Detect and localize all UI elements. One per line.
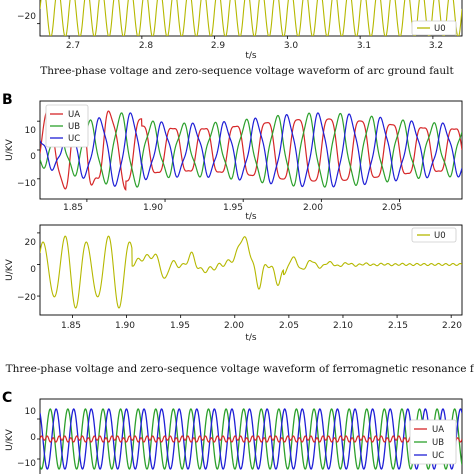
- top-u0-legend: U0: [411, 20, 457, 36]
- ua-series-line: [40, 435, 462, 443]
- b3-ytick: −10: [17, 179, 36, 189]
- top-u0-xtick: 3.2: [429, 41, 443, 51]
- top-u0-xlabel: t/s: [245, 51, 257, 61]
- bu0-xtick: 2.10: [333, 321, 353, 331]
- uc-series-line: [40, 112, 462, 188]
- b-three-phase-frame: [39, 100, 463, 200]
- b3-xtick: 1.85: [63, 203, 83, 213]
- bu0-ytick: −20: [17, 293, 36, 303]
- top-u0-panel: −20 2.7 2.8 2.9 3.0 3.1 3.2 t/s U0: [17, 0, 463, 61]
- top-u0-xtick: 2.8: [139, 41, 154, 51]
- bu0-xtick: 2.05: [279, 321, 299, 331]
- legend-label-ua: UA: [68, 110, 80, 120]
- legend-label-ua: UA: [432, 425, 444, 435]
- bu0-xtick: 1.85: [61, 321, 81, 331]
- b3-xtick: 2.00: [303, 203, 323, 213]
- bu0-legend: U0: [411, 227, 457, 243]
- caption-ferromagnetic-resonance-fault: Three-phase voltage and zero-sequence vo…: [6, 363, 474, 375]
- c3-ylabel: U/KV: [5, 428, 15, 451]
- b3-xtick: 1.90: [143, 203, 163, 213]
- ua-series-line: [40, 109, 462, 191]
- top-u0-xtick: 2.7: [66, 41, 80, 51]
- b3-legend: UA UB UC: [45, 104, 89, 148]
- b-u0-lines: [37, 232, 462, 318]
- c3-legend: UA UB UC: [409, 419, 457, 465]
- bu0-xtick: 2.20: [442, 321, 462, 331]
- legend-label-u0: U0: [434, 231, 446, 241]
- b-three-phase-panel: 10 0 −10 U/KV 1.85 1.90 1.95 2.00 2.05 t…: [5, 100, 463, 222]
- legend-label-ub: UB: [68, 122, 80, 132]
- bu0-xtick: 1.90: [115, 321, 135, 331]
- bu0-xtick: 2.15: [388, 321, 408, 331]
- legend-box: [411, 227, 457, 243]
- legend-label-ub: UB: [432, 438, 444, 448]
- uc-series-line: [40, 408, 462, 470]
- c3-ytick: −10: [17, 459, 36, 469]
- bu0-ylabel: U/KV: [5, 258, 15, 281]
- top-u0-xtick: 3.1: [357, 41, 371, 51]
- u0-series-line: [40, 0, 462, 36]
- c3-ytick: 0: [30, 433, 36, 443]
- bu0-ytick: 0: [30, 265, 36, 275]
- bu0-ytick: 20: [25, 238, 37, 248]
- b3-ylabel: U/KV: [5, 138, 15, 161]
- top-u0-xtick: 3.0: [284, 41, 299, 51]
- legend-label-uc: UC: [432, 451, 444, 461]
- legend-label-uc: UC: [68, 134, 80, 144]
- legend-box: [45, 104, 89, 148]
- b3-xtick: 1.95: [223, 203, 243, 213]
- b3-xlabel: t/s: [245, 212, 257, 222]
- bu0-xlabel: t/s: [245, 333, 257, 343]
- b-u0-panel: 20 0 −20 U/KV 1.85 1.90 1.95 2.00 2.05 2…: [5, 224, 463, 343]
- c-three-phase-lines: [37, 408, 462, 470]
- caption-arc-ground-fault: Three-phase voltage and zero-sequence vo…: [40, 65, 454, 77]
- top-u0-xticks: 2.7 2.8 2.9 3.0 3.1 3.2: [66, 41, 443, 51]
- legend-label-u0: U0: [434, 24, 446, 34]
- ub-series-line: [40, 408, 462, 470]
- panel-label-c: C: [2, 390, 12, 406]
- b3-ytick: 10: [25, 126, 37, 136]
- c-three-phase-panel: 10 0 −10 U/KV UA UB UC: [5, 398, 463, 474]
- top-u0-xtick: 2.9: [211, 41, 226, 51]
- top-u0-lines: [37, 0, 462, 39]
- b-three-phase-lines: [37, 109, 462, 202]
- panel-label-b: B: [2, 92, 13, 108]
- bu0-xtick: 1.95: [170, 321, 190, 331]
- legend-box: [411, 20, 457, 36]
- u0-series-line: [40, 235, 462, 309]
- top-u0-ytick: −20: [17, 12, 36, 22]
- c3-ytick: 10: [25, 407, 37, 417]
- legend-box: [409, 419, 457, 465]
- b3-xtick: 2.05: [382, 203, 402, 213]
- b3-ytick: 0: [30, 152, 36, 162]
- bu0-xtick: 2.00: [224, 321, 244, 331]
